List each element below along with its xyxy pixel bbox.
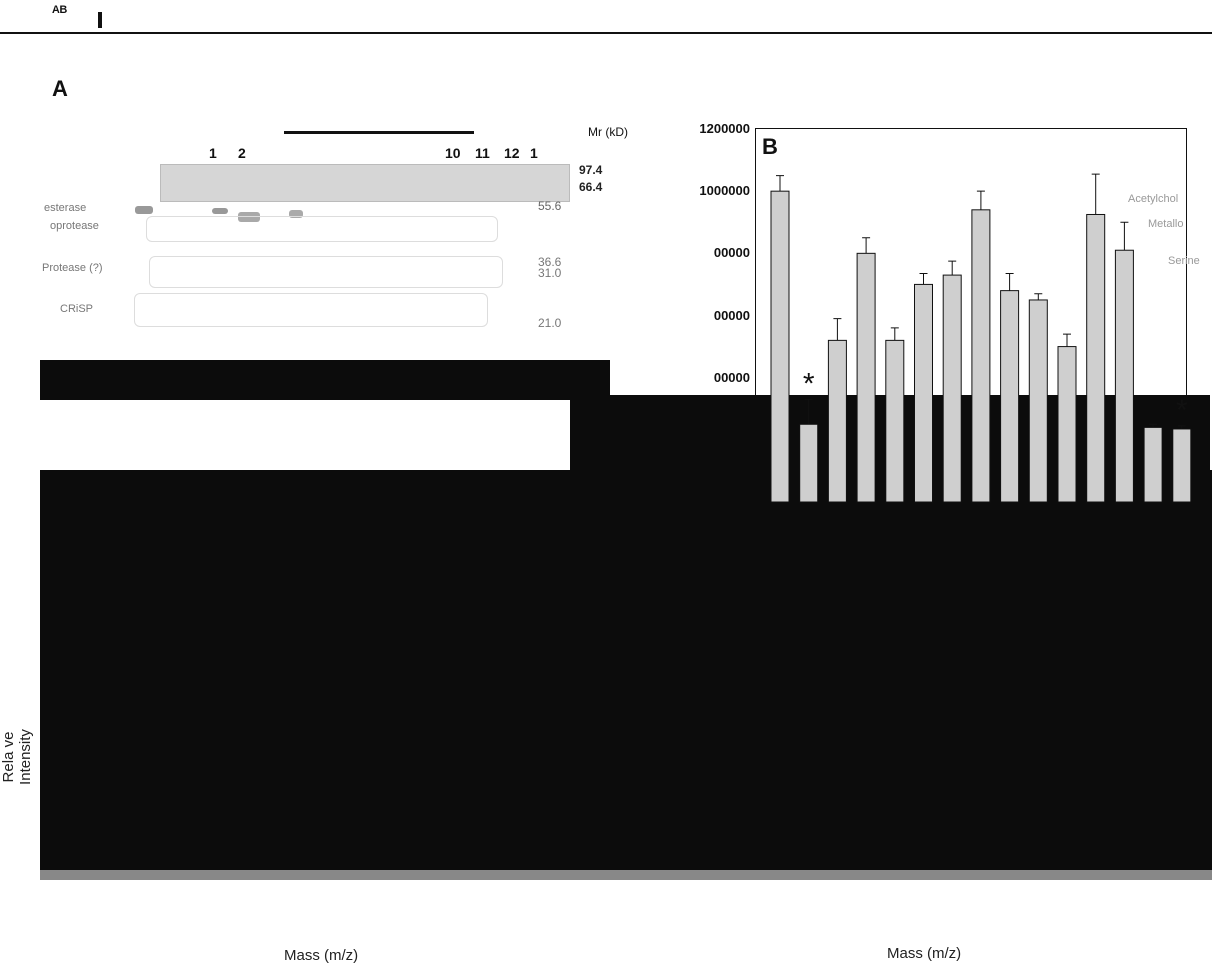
mw-marker: 31.0 <box>538 266 562 280</box>
error-bar <box>804 398 813 425</box>
error-bar <box>776 175 784 192</box>
spectra-region-main <box>40 470 1212 870</box>
protein-box <box>146 216 498 242</box>
error-bar <box>833 318 842 341</box>
panel-b-letter: B <box>762 134 778 159</box>
error-bar <box>1005 273 1014 291</box>
error-bar <box>1063 333 1071 347</box>
bar <box>827 339 847 503</box>
y-tick-label: 00000 <box>713 308 750 323</box>
protein-box <box>134 293 488 327</box>
protein-label: CRiSP <box>60 303 94 315</box>
error-bar <box>1149 423 1158 428</box>
journal-logo-mark <box>98 12 102 28</box>
mw-marker: 55.6 <box>538 199 562 213</box>
gel-band <box>238 212 260 222</box>
panel-a-letter: A <box>52 76 68 101</box>
gel-top-bar <box>284 131 474 134</box>
header-rule <box>0 32 1212 34</box>
lane-label: 2 <box>238 145 246 161</box>
mw-marker: 36.6 <box>538 255 562 269</box>
mw-marker: 97.4 <box>579 163 603 177</box>
mw-marker: 21.0 <box>538 316 562 330</box>
error-bar <box>890 327 899 341</box>
gel-band <box>289 210 303 218</box>
lane-label: 1 <box>530 145 538 161</box>
x-axis-label-left: Mass (m/z) <box>284 947 359 964</box>
bar <box>856 252 876 503</box>
protein-box <box>149 256 503 288</box>
error-bar <box>976 190 985 210</box>
bar <box>1114 249 1134 503</box>
protein-label: oprotease <box>50 220 99 232</box>
bar <box>770 190 790 503</box>
gel-band <box>135 206 153 214</box>
bar <box>799 423 819 503</box>
mr-label: Mr (kD) <box>588 125 628 139</box>
protein-label: Protease (?) <box>42 262 103 274</box>
error-bar <box>948 260 957 276</box>
spectra-region-left-strip <box>40 360 610 400</box>
significance-mark: * <box>803 367 815 400</box>
spectra-baseline <box>40 870 1212 880</box>
bar <box>971 209 991 503</box>
error-bar <box>919 273 928 285</box>
y-tick-label: 00000 <box>713 370 750 385</box>
legend-entry: Metallo <box>1148 218 1184 230</box>
error-bar <box>1177 425 1186 429</box>
lane-label: 12 <box>504 145 520 161</box>
journal-logo: ᴬᴮ <box>52 4 68 21</box>
significance-mark: * <box>1176 394 1188 427</box>
error-bar <box>1034 293 1043 300</box>
bar <box>1028 299 1048 503</box>
y-tick-label: 00000 <box>713 245 750 260</box>
error-bar <box>1091 173 1100 215</box>
gel-image <box>160 164 570 202</box>
error-bar <box>862 237 871 254</box>
y-tick-label: 1200000 <box>699 121 750 136</box>
bar <box>942 274 962 503</box>
legend-entry: Acetylchol <box>1128 193 1179 205</box>
y-axis-label: Rela ve Intensity <box>0 729 34 785</box>
bar <box>1057 346 1077 503</box>
x-axis-label-right: Mass (m/z) <box>887 945 962 962</box>
bar <box>1086 213 1106 503</box>
bar <box>1143 426 1163 503</box>
error-bar <box>1120 221 1129 251</box>
lane-label: 10 <box>445 145 461 161</box>
gel-band <box>212 208 228 214</box>
y-tick-label: 1000000 <box>699 183 750 198</box>
bar <box>1172 428 1192 503</box>
bar <box>1000 290 1020 503</box>
mw-marker: 66.4 <box>579 180 603 194</box>
bar <box>914 283 933 503</box>
lane-label: 1 <box>209 145 217 161</box>
lane-label: 11 <box>475 145 490 161</box>
protein-label: esterase <box>44 202 87 214</box>
legend-entry: Serine <box>1168 255 1200 267</box>
bar <box>885 339 905 503</box>
